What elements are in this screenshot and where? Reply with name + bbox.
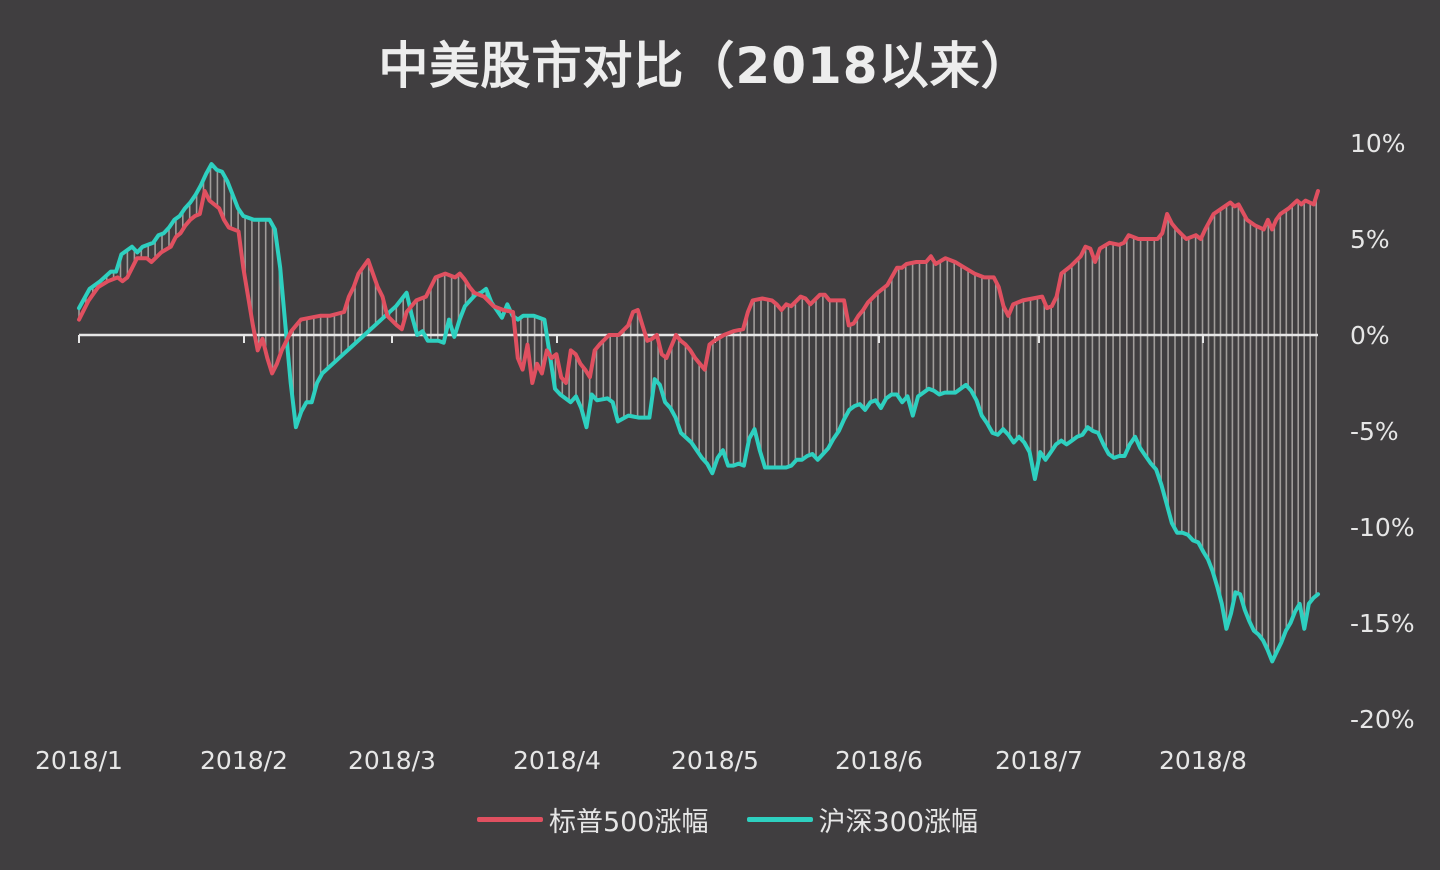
x-tick-label: 2018/6 (835, 746, 923, 775)
x-tick-label: 2018/4 (513, 746, 601, 775)
y-tick-label: 5% (1350, 225, 1390, 254)
x-tick-label: 2018/2 (200, 746, 288, 775)
y-tick-label: -15% (1350, 609, 1415, 638)
y-tick-label: -10% (1350, 513, 1415, 542)
y-tick-label: 10% (1350, 129, 1406, 158)
difference-bars (78, 166, 1317, 657)
csi300-line (77, 162, 1320, 664)
x-tick-label: 2018/5 (671, 746, 759, 775)
legend: 标普500涨幅 沪深300涨幅 (0, 800, 1440, 839)
x-tick-label: 2018/8 (1159, 746, 1247, 775)
series-lines (77, 162, 1320, 664)
y-tick-label: -20% (1350, 705, 1415, 734)
y-tick-label: 0% (1350, 321, 1390, 350)
legend-label-sp500: 标普500涨幅 (548, 807, 709, 838)
x-tick-label: 2018/1 (35, 746, 123, 775)
x-tick-label: 2018/7 (995, 746, 1083, 775)
legend-swatch-sp500 (476, 817, 543, 822)
x-axis-labels: 2018/1 2018/2 2018/3 2018/4 2018/5 2018/6 2018… (35, 746, 1247, 775)
chart-title: 中美股市对比（2018以来） (378, 37, 1032, 95)
y-axis-labels: 10% 5% 0% -5% -10% -15% -20% (1350, 129, 1415, 734)
x-tick-label: 2018/3 (348, 746, 436, 775)
legend-label-csi300: 沪深300涨幅 (818, 807, 979, 838)
legend-entry-sp500: 标普500涨幅 (476, 800, 709, 839)
legend-entry-csi300: 沪深300涨幅 (746, 800, 979, 839)
sp500-line (77, 189, 1320, 385)
y-tick-label: -5% (1350, 417, 1399, 446)
legend-swatch-csi300 (746, 817, 813, 822)
